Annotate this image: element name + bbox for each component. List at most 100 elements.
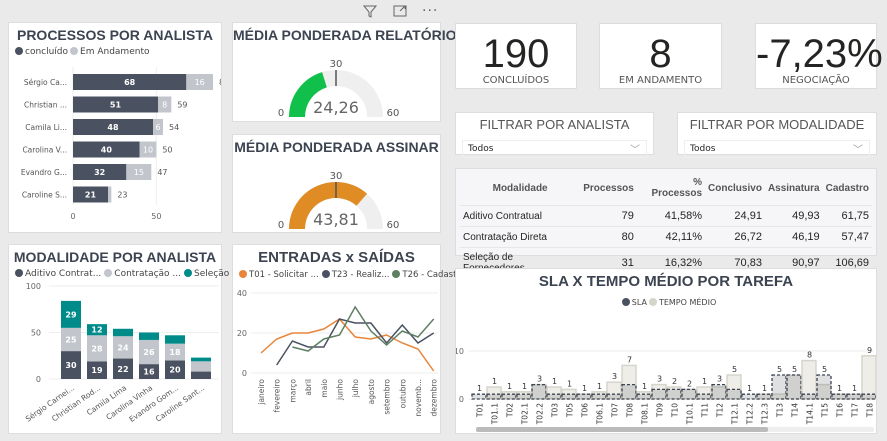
bar-sla[interactable] [531, 383, 547, 400]
column-header[interactable]: % Processos [651, 177, 703, 199]
bar-segment[interactable] [165, 343, 185, 361]
bar-andamento[interactable] [153, 119, 163, 135]
scrollbar-thumb[interactable] [476, 427, 768, 432]
data-label: 20 [169, 366, 181, 375]
bar-concluido[interactable] [73, 186, 108, 203]
bar-segment[interactable] [113, 358, 133, 379]
analista-dropdown[interactable]: Todos ﹀ [462, 140, 647, 158]
table-row[interactable]: Contratação Direta 80 42,11% 26,72 46,19 57,4… [460, 226, 872, 248]
bar-sla[interactable] [486, 393, 502, 400]
bar-segment[interactable] [191, 371, 211, 379]
series-line [276, 318, 435, 366]
bar-sla[interactable] [741, 393, 757, 400]
bar-sla[interactable] [711, 383, 727, 400]
bar-segment[interactable] [61, 327, 81, 352]
bar-sla[interactable] [561, 393, 577, 400]
bar-sla[interactable] [636, 393, 652, 400]
bar-segment[interactable] [87, 361, 107, 379]
bar-sla[interactable] [576, 393, 592, 400]
bar-tempo-medio[interactable] [801, 359, 817, 400]
bar-sla[interactable] [786, 374, 802, 400]
bar-segment[interactable] [113, 336, 133, 359]
bar-segment[interactable] [113, 328, 133, 337]
bar-sla[interactable] [591, 393, 607, 400]
bar-segment[interactable] [139, 332, 159, 340]
bar-sla[interactable] [756, 393, 772, 400]
bar-segment[interactable] [61, 351, 81, 379]
bar-segment[interactable] [87, 324, 107, 336]
data-label: 2 [672, 377, 677, 386]
data-label: 1 [852, 384, 857, 393]
bar-sla[interactable] [816, 374, 832, 400]
legend-item[interactable]: T26 - Cadast... [392, 270, 465, 280]
bar-concluido[interactable] [73, 74, 187, 90]
bar-sla[interactable] [831, 393, 847, 400]
legend-item[interactable]: Contratação ... [104, 269, 181, 279]
bar-sla[interactable] [696, 393, 712, 400]
bar-tempo-medio[interactable] [861, 355, 877, 400]
data-label: 2 [687, 379, 692, 388]
bar-sla[interactable] [546, 393, 562, 400]
filter-icon[interactable] [362, 3, 378, 23]
data-label: 1 [507, 382, 512, 391]
more-options-icon[interactable]: ··· [422, 3, 439, 19]
data-label: 1 [522, 382, 527, 391]
bar-segment[interactable] [191, 357, 211, 362]
column-header[interactable]: Assinatura [767, 182, 820, 194]
bar-concluido[interactable] [73, 119, 153, 135]
bar-segment[interactable] [61, 300, 81, 328]
table-cell: 49,93 [764, 205, 823, 227]
legend-item[interactable]: TEMPO MÉDIO [648, 298, 716, 307]
bar-segment[interactable] [87, 335, 107, 362]
column-header[interactable]: Processos [583, 182, 634, 194]
bar-sla[interactable] [771, 374, 787, 400]
bar-sla[interactable] [861, 393, 877, 400]
bar-andamento[interactable] [139, 141, 157, 158]
kpi-label: EM ANDAMENTO [618, 75, 703, 86]
modalidade-dropdown[interactable]: Todos ﹀ [684, 140, 870, 158]
legend-item[interactable]: Seleção de ... [184, 269, 255, 279]
legend-item[interactable]: concluído [15, 47, 68, 57]
table-row[interactable]: Aditivo Contratual 79 41,58% 24,91 49,93 61,7… [460, 205, 872, 227]
focus-mode-icon[interactable] [392, 3, 408, 23]
gauge-min: 0 [278, 220, 284, 231]
bar-sla[interactable] [666, 388, 682, 400]
legend-item[interactable]: T01 - Solicitar ... [239, 270, 319, 280]
legend-item[interactable]: Em Andamento [70, 47, 149, 57]
chevron-down-icon: ﹀ [853, 145, 863, 156]
x-tick: agosto [367, 379, 376, 405]
legend-item[interactable]: SLA [621, 298, 647, 307]
bar-sla[interactable] [471, 393, 487, 400]
column-header[interactable]: Conclusivo [708, 182, 762, 194]
bar-sla[interactable] [606, 393, 622, 400]
column-header[interactable]: Modalidade [492, 182, 548, 194]
bar-sla[interactable] [846, 393, 862, 400]
bar-concluido[interactable] [73, 96, 158, 113]
bar-sla[interactable] [516, 393, 532, 400]
bar-segment[interactable] [165, 360, 185, 379]
bar-sla[interactable] [801, 393, 817, 400]
legend: SLA TEMPO MÉDIO [456, 298, 876, 307]
bar-andamento[interactable] [158, 96, 172, 113]
bar-sla[interactable] [726, 388, 742, 400]
legend-item[interactable]: T23 - Realiz... [321, 270, 389, 280]
bar-concluido[interactable] [73, 141, 140, 158]
legend-item[interactable]: Aditivo Contrat... [15, 269, 101, 279]
data-label: 12 [91, 326, 102, 335]
bar-sla[interactable] [651, 388, 667, 400]
kpi-label: NEGOCIAÇÃO [782, 75, 850, 86]
x-tick: T07 [611, 403, 620, 418]
bar-sla[interactable] [621, 383, 637, 400]
bar-andamento[interactable] [108, 186, 112, 203]
bar-sla[interactable] [501, 393, 517, 400]
bar-segment[interactable] [139, 339, 159, 365]
bar-sla[interactable] [681, 388, 697, 400]
bar-segment[interactable] [191, 361, 211, 372]
column-header[interactable]: Cadastro [825, 182, 869, 194]
bar-andamento[interactable] [126, 164, 152, 180]
bar-concluido[interactable] [73, 164, 127, 180]
bar-andamento[interactable] [186, 74, 213, 90]
bar-segment[interactable] [139, 364, 159, 379]
bar-segment[interactable] [165, 335, 185, 344]
